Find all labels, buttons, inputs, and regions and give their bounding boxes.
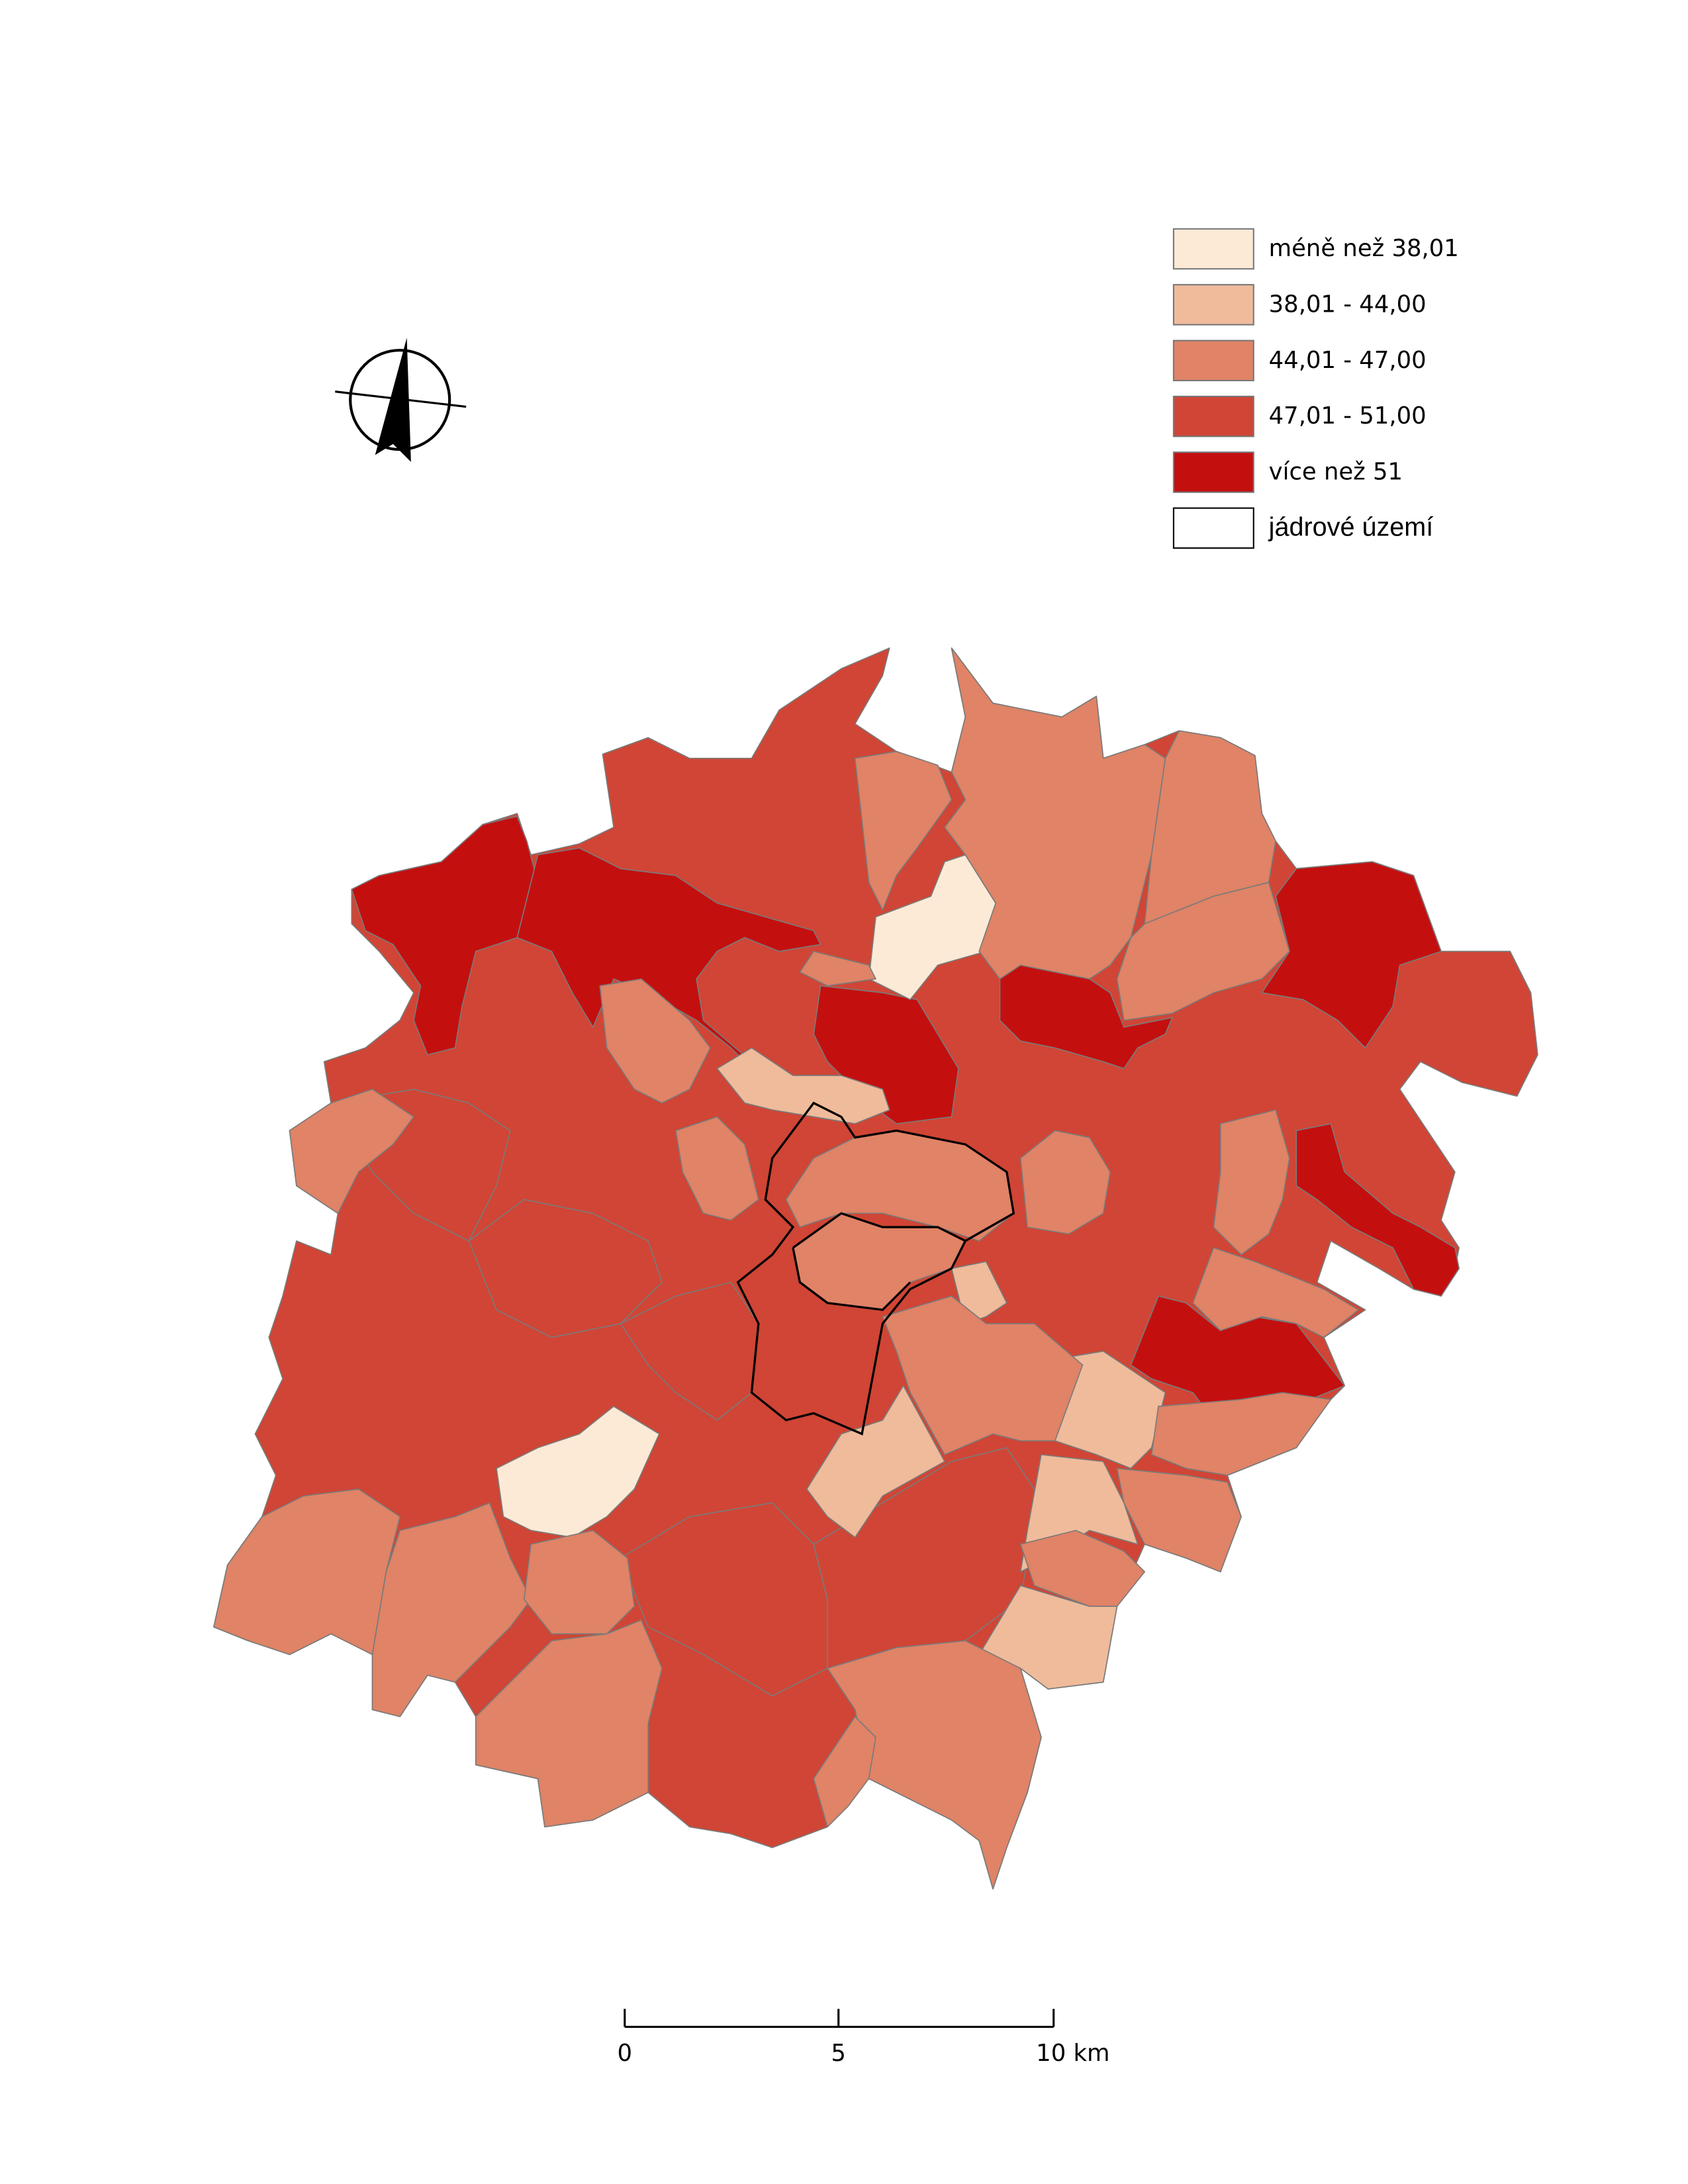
region <box>1261 861 1442 1049</box>
region <box>944 647 1166 979</box>
legend-swatch <box>1172 451 1254 493</box>
core-inner-boundary <box>792 1212 966 1249</box>
scale-bar-label: 10 km <box>1036 2040 1109 2067</box>
legend-label: 44,01 - 47,00 <box>1269 347 1427 374</box>
region <box>1116 1467 1242 1572</box>
north-arrow-needle <box>375 338 411 462</box>
region <box>827 1640 1042 1890</box>
region <box>806 1385 945 1538</box>
scale-bar-label: 0 <box>617 2040 632 2067</box>
legend-label: méně než 38,01 <box>1269 235 1459 262</box>
region <box>1019 1529 1145 1607</box>
region <box>882 1295 1084 1455</box>
region <box>599 978 711 1104</box>
scale-bar-label: 5 <box>831 2040 846 2067</box>
legend-swatch <box>1172 228 1254 270</box>
region <box>1144 730 1276 925</box>
region <box>516 847 821 1090</box>
region <box>999 964 1173 1069</box>
region <box>475 1619 663 1828</box>
region <box>1150 1392 1332 1477</box>
legend: méně než 38,01 38,01 - 44,00 44,01 - 47,00… <box>1172 228 1459 549</box>
scale-bar: 0 5 10 km <box>617 2009 1109 2067</box>
region <box>523 1529 635 1635</box>
legend-label: 38,01 - 44,00 <box>1269 291 1427 318</box>
region <box>468 1199 663 1338</box>
legend-label: více než 51 <box>1269 459 1403 486</box>
region <box>813 1447 1035 1669</box>
legend-swatch <box>1172 340 1254 382</box>
legend-label: jádrové území <box>1268 512 1434 541</box>
region <box>1213 1109 1290 1255</box>
region <box>716 1047 890 1124</box>
legend-label: 47,01 - 51,00 <box>1269 402 1427 430</box>
region <box>1295 1123 1460 1297</box>
legend-swatch <box>1172 284 1254 326</box>
core-outline <box>736 1101 1015 1436</box>
region <box>1054 1350 1166 1469</box>
region <box>1192 1247 1359 1338</box>
region <box>351 815 539 1056</box>
legend-swatch <box>1172 395 1254 437</box>
region <box>813 1715 876 1828</box>
regions <box>213 647 1538 1890</box>
region <box>854 751 953 911</box>
region <box>1019 1130 1111 1235</box>
core-inner-boundary <box>792 1248 912 1311</box>
region <box>289 1089 414 1214</box>
region <box>496 1406 660 1538</box>
legend-swatch <box>1172 507 1254 549</box>
core-boundary <box>736 1101 1015 1436</box>
region <box>799 950 876 987</box>
region <box>371 1502 532 1717</box>
region <box>675 1116 759 1221</box>
north-arrow <box>335 338 467 462</box>
region <box>213 1488 401 1655</box>
region <box>1116 882 1290 1021</box>
